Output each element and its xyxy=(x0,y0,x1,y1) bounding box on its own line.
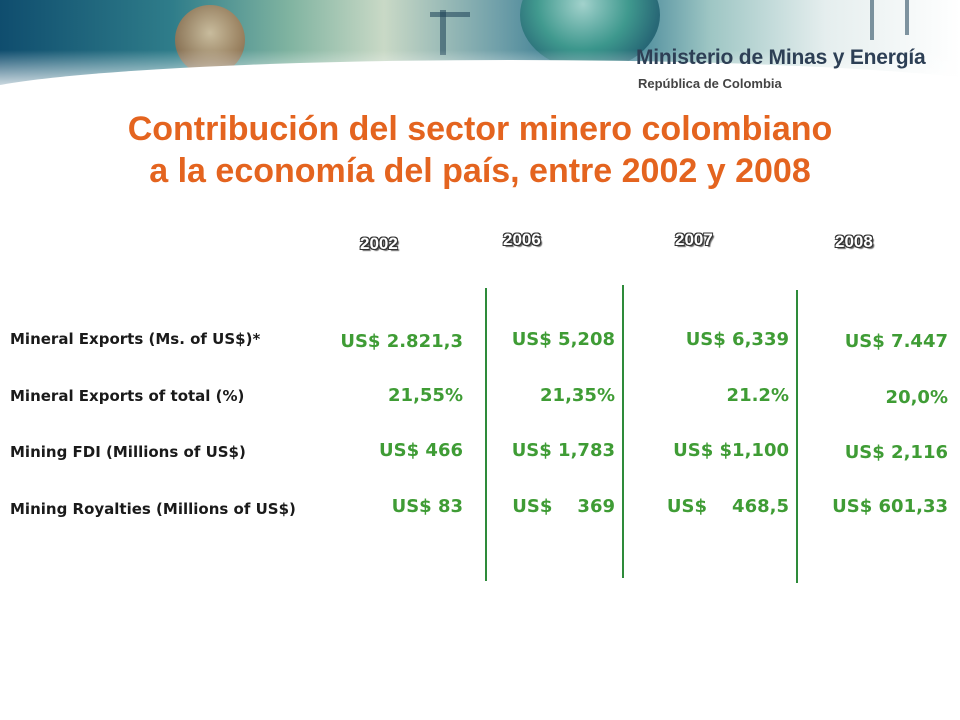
header-banner xyxy=(0,0,960,95)
title-line-2: a la economía del país, entre 2002 y 200… xyxy=(149,152,811,190)
value-cell: US$ $1,100 xyxy=(673,440,789,461)
row-label-mineral-exports: Mineral Exports (Ms. of US$)* xyxy=(10,330,261,348)
row-label-mining-fdi: Mining FDI (Millions of US$) xyxy=(10,443,246,461)
power-tower-graphic xyxy=(870,0,874,40)
value-cell: 21,35% xyxy=(540,385,615,406)
row-label-exports-share: Mineral Exports of total (%) xyxy=(10,387,245,405)
column-divider xyxy=(485,288,487,581)
oil-pump-graphic xyxy=(430,12,470,17)
title-line-1: Contribución del sector minero colombian… xyxy=(127,110,833,148)
value-cell: US$ 369 xyxy=(512,496,615,517)
value-cell: 20,0% xyxy=(885,387,948,408)
value-cell: US$ 468,5 xyxy=(666,496,789,517)
banner-fade xyxy=(0,50,960,95)
power-tower-graphic xyxy=(905,0,909,35)
column-divider xyxy=(796,290,798,583)
value-cell: 21,55% xyxy=(388,385,463,406)
year-header-2007: 2007 xyxy=(675,230,713,249)
year-header-2006: 2006 xyxy=(503,230,541,249)
value-cell: US$ 1,783 xyxy=(511,440,615,461)
value-cell: US$ 466 xyxy=(379,440,463,461)
value-cell: US$ 2,116 xyxy=(844,442,948,463)
year-header-2008: 2008 xyxy=(835,232,873,251)
year-header-2002: 2002 xyxy=(360,234,398,253)
value-cell: US$ 5,208 xyxy=(511,329,615,350)
value-cell: US$ 7.447 xyxy=(844,331,948,352)
country-name: República de Colombia xyxy=(638,76,782,91)
row-label-mining-royalties: Mining Royalties (Millions of US$) xyxy=(10,500,296,518)
slide-title: Contribución del sector minero colombian… xyxy=(0,108,960,192)
value-cell: US$ 83 xyxy=(391,496,463,517)
value-cell: US$ 6,339 xyxy=(685,329,789,350)
column-divider xyxy=(622,285,624,578)
ministry-name: Ministerio de Minas y Energía xyxy=(636,46,926,69)
oil-pump-graphic xyxy=(440,10,446,55)
value-cell: US$ 2.821,3 xyxy=(340,331,463,352)
value-cell: 21.2% xyxy=(726,385,789,406)
value-cell: US$ 601,33 xyxy=(832,496,948,517)
